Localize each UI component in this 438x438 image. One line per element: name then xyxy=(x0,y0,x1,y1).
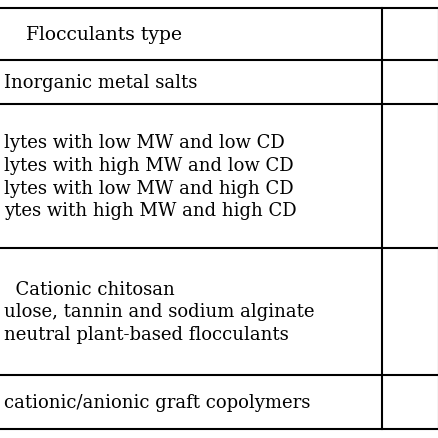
Text: Flocculants type: Flocculants type xyxy=(26,25,182,43)
Text: lytes with low MW and low CD
lytes with high MW and low CD
lytes with low MW and: lytes with low MW and low CD lytes with … xyxy=(4,134,297,220)
Text: Cationic chitosan
ulose, tannin and sodium alginate
neutral plant-based floccula: Cationic chitosan ulose, tannin and sodi… xyxy=(4,280,314,344)
Text: Inorganic metal salts: Inorganic metal salts xyxy=(4,74,197,92)
Text: cationic/anionic graft copolymers: cationic/anionic graft copolymers xyxy=(4,393,310,411)
